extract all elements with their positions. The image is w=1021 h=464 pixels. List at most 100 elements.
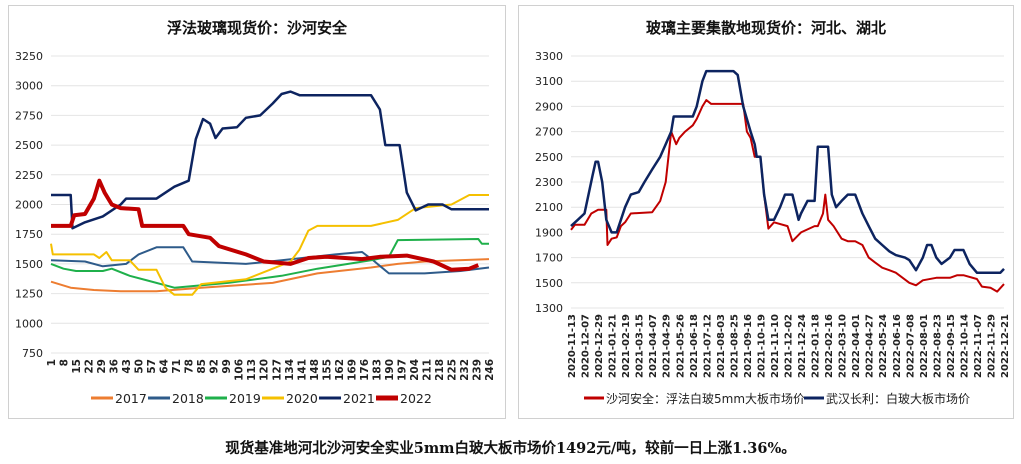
summary-caption: 现货基准地河北沙河安全实业5mm白玻大板市场价1492元/吨，较前一日上涨1.3… xyxy=(225,440,796,457)
x-tick-label: 2021-02-19 xyxy=(621,314,632,378)
x-tick-label: 2021-04-29 xyxy=(662,314,673,378)
chart-panel-hebei-hubei: 玻璃主要集散地现货价：河北、湖北 1300 1500 1700 1900 2100 2300… xyxy=(518,5,1014,419)
x-tick-label: 2022-06-16 xyxy=(892,314,903,378)
x-tick-label: 2020-12-29 xyxy=(594,314,605,378)
x-tick-label: 2022-10-14 xyxy=(959,314,970,378)
y-tick-label: 3250 xyxy=(15,50,43,63)
chart-hebei-hubei: 玻璃主要集散地现货价：河北、湖北 1300 1500 1700 1900 2100 2300… xyxy=(535,19,1011,406)
legend-label: 2022 xyxy=(400,391,432,406)
legend-label: 2018 xyxy=(172,391,204,406)
x-tick-label: 8 xyxy=(59,359,71,366)
series-line-2017 xyxy=(50,258,490,293)
x-tick-label: 92 xyxy=(209,359,221,374)
x-tick-label: 218 xyxy=(434,359,446,381)
x-tick-label: 2020-11-13 xyxy=(567,314,578,378)
legend-label: 2021 xyxy=(343,391,375,406)
x-tick-label: 2022-04-01 xyxy=(851,314,862,378)
chart-title: 浮法玻璃现货价：沙河安全 xyxy=(167,19,348,37)
x-tick-label: 2022-03-10 xyxy=(838,314,849,378)
legend-label: 沙河安全：浮法白玻5mm大板市场价 xyxy=(606,391,805,406)
chart-shahe-yearly: 浮法玻璃现货价：沙河安全7501000125015001750200022502… xyxy=(15,19,496,406)
x-tick-label: 2022-07-08 xyxy=(905,314,916,378)
x-tick-label: 15 xyxy=(71,359,83,374)
series-line-沙河安全：浮法白玻5mm大板市场价 xyxy=(570,99,1005,293)
y-tick-label: 2000 xyxy=(15,199,43,212)
x-tick-label: 2022-02-16 xyxy=(824,314,835,378)
chart-title: 玻璃主要集散地现货价：河北、湖北 xyxy=(646,19,886,37)
x-tick-label: 127 xyxy=(271,359,283,381)
x-tick-label: 120 xyxy=(259,359,271,381)
legend-label: 2019 xyxy=(229,391,261,406)
x-tick-label: 2021-08-03 xyxy=(716,314,727,378)
series-line-2020 xyxy=(50,194,489,296)
x-tick-label: 106 xyxy=(234,359,246,381)
x-tick-label: 2021-05-26 xyxy=(675,314,686,378)
x-tick-label: 2021-01-21 xyxy=(608,314,619,378)
x-tick-label: 155 xyxy=(321,359,333,381)
x-tick-label: 204 xyxy=(409,359,421,381)
legend-label: 2017 xyxy=(115,391,147,406)
x-tick-label: 2022-01-18 xyxy=(811,314,822,378)
series-line-2019 xyxy=(50,238,489,289)
y-tick-label: 750 xyxy=(22,347,43,360)
x-tick-label: 2022-05-24 xyxy=(878,314,889,378)
x-tick-label: 2020-12-07 xyxy=(581,314,592,378)
x-tick-label: 2021-04-07 xyxy=(648,314,659,378)
x-tick-label: 85 xyxy=(196,359,208,374)
x-tick-label: 71 xyxy=(171,359,183,374)
x-tick-label: 2022-08-23 xyxy=(932,314,943,378)
legend-label: 武汉长利：白玻大板市场价 xyxy=(826,391,970,406)
y-tick-label: 2700 xyxy=(535,126,563,139)
y-tick-label: 3000 xyxy=(15,80,43,93)
series-line-2022 xyxy=(51,178,480,272)
y-tick-label: 1250 xyxy=(15,288,43,301)
x-tick-label: 225 xyxy=(446,359,458,381)
y-tick-label: 1000 xyxy=(15,317,43,330)
y-tick-label: 1500 xyxy=(15,258,43,271)
x-tick-label: 232 xyxy=(459,359,471,381)
x-tick-label: 78 xyxy=(184,359,196,374)
x-tick-label: 176 xyxy=(359,359,371,381)
y-tick-label: 2500 xyxy=(535,151,563,164)
x-tick-label: 2022-09-15 xyxy=(946,314,957,378)
x-tick-label: 2022-08-01 xyxy=(919,314,930,378)
x-tick-label: 134 xyxy=(284,359,296,381)
x-tick-label: 148 xyxy=(309,359,321,381)
y-tick-label: 2500 xyxy=(15,139,43,152)
x-tick-label: 29 xyxy=(96,359,108,374)
x-tick-label: 2022-11-29 xyxy=(986,314,997,378)
x-tick-label: 113 xyxy=(246,359,258,381)
y-tick-label: 2250 xyxy=(15,169,43,182)
x-tick-label: 2021-09-16 xyxy=(743,314,754,378)
x-tick-label: 2021-07-12 xyxy=(702,314,713,378)
y-tick-label: 2750 xyxy=(15,109,43,122)
x-tick-label: 50 xyxy=(134,359,146,374)
x-tick-label: 2021-12-02 xyxy=(784,314,795,378)
x-tick-label: 22 xyxy=(84,359,96,374)
x-tick-label: 169 xyxy=(346,359,358,381)
x-tick-label: 99 xyxy=(221,359,233,374)
x-tick-label: 246 xyxy=(484,359,496,381)
x-tick-label: 2021-03-15 xyxy=(635,314,646,378)
x-tick-label: 190 xyxy=(384,359,396,381)
x-tick-label: 36 xyxy=(109,359,121,374)
x-tick-label: 183 xyxy=(371,359,383,381)
x-tick-label: 141 xyxy=(296,359,308,381)
x-tick-label: 57 xyxy=(146,359,158,374)
y-tick-label: 2100 xyxy=(535,201,563,214)
series-line-武汉长利：白玻大板市场价 xyxy=(570,69,1005,274)
x-tick-label: 2021-11-10 xyxy=(770,314,781,378)
y-tick-label: 1750 xyxy=(15,228,43,241)
y-tick-label: 2300 xyxy=(535,176,563,189)
x-tick-label: 2021-08-25 xyxy=(729,314,740,378)
x-tick-label: 239 xyxy=(471,359,483,381)
y-tick-label: 2900 xyxy=(535,100,563,113)
x-tick-label: 2021-10-19 xyxy=(756,314,767,378)
x-tick-label: 1 xyxy=(46,359,58,366)
y-tick-label: 3300 xyxy=(535,50,563,63)
y-tick-label: 1900 xyxy=(535,226,563,239)
series-line-2021 xyxy=(51,90,489,230)
y-tick-label: 1700 xyxy=(535,252,563,265)
x-tick-label: 64 xyxy=(159,359,171,374)
y-tick-label: 1500 xyxy=(535,277,563,290)
